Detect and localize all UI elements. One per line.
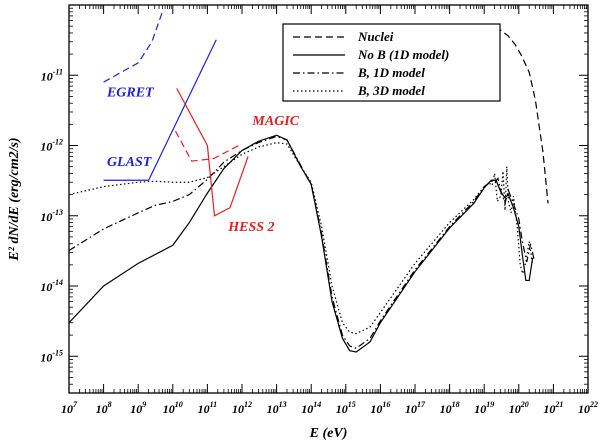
x-tick-label: 1010 (163, 400, 183, 416)
instrument-glast-curve (103, 39, 217, 181)
x-tick-label: 1019 (474, 400, 494, 416)
x-axis-label: E (eV) (309, 426, 348, 441)
instrument-layer (103, 11, 249, 217)
instrument-labels: EGRET GLAST MAGIC HESS 2 (106, 85, 300, 234)
x-tick-label: 1012 (232, 400, 252, 416)
x-tick-label: 109 (130, 400, 146, 416)
x-tick-label: 1022 (578, 400, 598, 416)
instrument-hess-2-curve (176, 88, 249, 217)
plot-frame (68, 4, 589, 394)
y-tick-label: 10-14 (40, 278, 63, 294)
instrument-magic-curve (175, 130, 239, 162)
legend-label-b-1d-model: B, 1D model (357, 65, 425, 80)
curves-layer (69, 28, 549, 353)
x-tick-label: 1016 (370, 400, 390, 416)
y-tick-label: 10-12 (40, 138, 63, 154)
instrument-magic-label: MAGIC (251, 114, 299, 129)
instrument-hess-2-label: HESS 2 (227, 220, 274, 235)
legend-label-b-3d-model: B, 3D model (357, 83, 425, 98)
x-tick-label: 1013 (267, 400, 287, 416)
y-tick-label: 10-15 (40, 348, 63, 364)
x-tick-label: 1021 (543, 400, 563, 416)
instrument-egret-curve (103, 11, 163, 83)
x-tick-label: 1017 (405, 400, 426, 416)
series-b-3d-model (69, 141, 534, 335)
legend-label-nuclei: Nuclei (357, 29, 394, 44)
series-nuclei (494, 28, 549, 204)
x-tick-label: 107 (61, 400, 78, 416)
instrument-glast-label: GLAST (107, 155, 153, 170)
x-tick-label: 1020 (509, 400, 529, 416)
x-tick-label: 108 (96, 400, 112, 416)
x-tick-label: 1011 (198, 400, 218, 416)
y-tick-label: 10-11 (41, 67, 63, 83)
series-no-b-1d-model (69, 134, 534, 353)
legend-label-no-b-1d-model: No B (1D model) (357, 47, 449, 62)
ticks-layer: 107 108 109 1010 1011 1012 1013 1014 1015 1016 101… (40, 4, 598, 416)
y-tick-label: 10-13 (40, 208, 63, 224)
x-tick-label: 1014 (301, 400, 321, 416)
x-tick-label: 1015 (336, 400, 356, 416)
legend: Nuclei No B (1D model) B, 1D model B, 3D mo… (282, 23, 501, 102)
instrument-egret-label: EGRET (106, 85, 155, 100)
y-axis-label: E² dN/dE (erg/cm2/s) (7, 137, 22, 261)
x-tick-label: 1018 (440, 400, 460, 416)
